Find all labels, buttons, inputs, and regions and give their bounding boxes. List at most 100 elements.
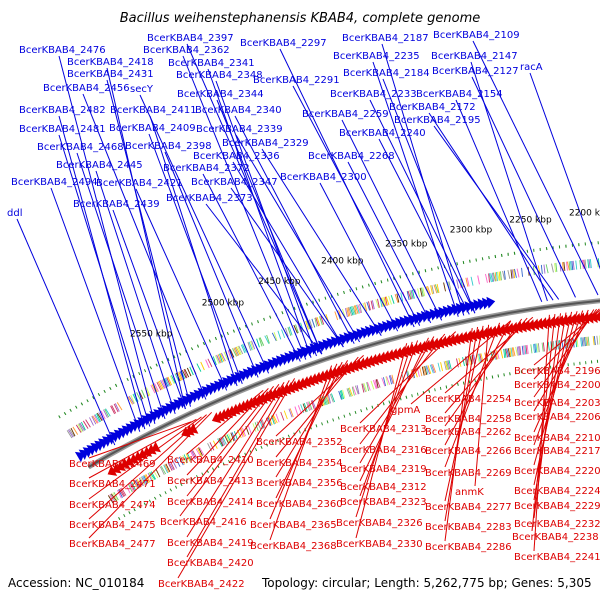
gene-label: BcerKBAB4_2416 <box>160 517 247 528</box>
reverse-gene-arrow <box>439 335 449 348</box>
reverse-gene-arrow <box>354 358 363 371</box>
inner-tick-ring <box>138 505 141 509</box>
gene-label: BcerKBAB4_2229 <box>514 501 600 512</box>
reverse-gene-arrow <box>543 316 552 329</box>
forward-gene-arrow <box>442 305 452 318</box>
gene-label: BcerKBAB4_2356 <box>256 478 343 489</box>
leader-line <box>359 333 446 445</box>
leader-line <box>148 133 243 384</box>
leader-line <box>88 421 192 459</box>
reverse-gene-arrow <box>258 392 268 404</box>
gene-label: BcerKBAB4_2203 <box>514 398 600 409</box>
leader-line <box>444 320 512 446</box>
gene-label: secY <box>130 84 154 95</box>
forward-gene-arrow <box>482 297 491 310</box>
inner-tick-ring <box>128 511 131 515</box>
gene-label: BcerKBAB4_2187 <box>342 33 429 44</box>
gene-label: BcerKBAB4_2421 <box>96 178 183 189</box>
gene-label: BcerKBAB4_2494 <box>11 177 98 188</box>
gene-label: BcerKBAB4_2266 <box>425 446 512 457</box>
outer-tick-ring <box>75 405 78 409</box>
outer-tick-ring <box>109 386 112 391</box>
outer-tick-ring <box>173 355 176 359</box>
gene-label: BcerKBAB4_2411 <box>110 105 197 116</box>
reverse-gene-arrow <box>551 315 561 328</box>
leader-line <box>472 40 599 296</box>
reverse-gene-arrow <box>138 448 148 460</box>
leader-line <box>355 343 408 539</box>
reverse-gene-arrow <box>530 318 540 331</box>
gene-label: BcerKBAB4_2445 <box>56 160 143 171</box>
leader-line <box>261 148 382 336</box>
inner-feature-band <box>133 480 139 490</box>
tick-label: 2500 kbp <box>202 298 245 308</box>
forward-gene-arrow <box>473 299 483 312</box>
reverse-gene-arrow <box>398 346 408 358</box>
gene-label: BcerKBAB4_2283 <box>425 522 512 533</box>
leader-line <box>232 161 344 348</box>
outer-feature-band <box>128 395 135 405</box>
leader-line <box>292 85 421 326</box>
leader-line <box>319 182 399 332</box>
gene-label: BcerKBAB4_2471 <box>69 479 156 490</box>
reverse-gene-arrow <box>435 336 445 349</box>
gene-label: BcerKBAB4_2422 <box>158 579 245 590</box>
gene-label: BcerKBAB4_2127 <box>432 66 519 77</box>
reverse-gene-arrow <box>378 351 388 364</box>
inner-tick-ring <box>143 502 147 506</box>
gene-label: BcerKBAB4_2368 <box>250 541 337 552</box>
leader-line <box>82 93 207 400</box>
reverse-gene-arrow <box>468 329 478 342</box>
gene-label: BcerKBAB4_2233 <box>330 89 417 100</box>
reverse-gene-arrow <box>556 315 565 327</box>
leader-line <box>76 152 166 420</box>
reverse-gene-arrow <box>120 458 131 469</box>
outer-feature-band <box>67 429 74 438</box>
reverse-gene-arrow <box>262 391 272 403</box>
gene-label: BcerKBAB4_2286 <box>425 542 512 553</box>
gene-label: BcerKBAB4_2291 <box>253 75 340 86</box>
gene-label: BcerKBAB4_2232 <box>514 519 600 530</box>
leader-line <box>471 76 576 298</box>
gene-label: BcerKBAB4_2240 <box>339 128 426 139</box>
leader-line <box>433 125 560 300</box>
outer-feature-band <box>92 415 98 424</box>
gene-label: BcerKBAB4_2235 <box>333 51 420 62</box>
outer-feature-band <box>82 420 89 429</box>
leader-line <box>186 385 274 497</box>
leader-line <box>359 331 457 424</box>
reverse-gene-arrow <box>539 317 548 330</box>
leader-line <box>455 99 543 302</box>
reverse-gene-arrow <box>526 319 536 332</box>
leader-line <box>410 320 512 405</box>
leader-line <box>533 314 550 552</box>
reverse-gene-arrow <box>460 331 469 344</box>
gene-label: ddl <box>7 208 22 219</box>
outer-tick-ring <box>69 408 72 412</box>
leader-line <box>531 314 556 532</box>
gene-label: BcerKBAB4_2354 <box>256 458 343 469</box>
gene-label: BcerKBAB4_2200 <box>514 380 600 391</box>
gene-label: BcerKBAB4_2241 <box>514 552 600 563</box>
outer-feature-band <box>94 414 101 423</box>
leader-line <box>164 151 259 378</box>
gene-label: BcerKBAB4_2410 <box>167 455 254 466</box>
leader-line <box>269 363 338 520</box>
reverse-gene-arrow <box>290 380 300 392</box>
reverse-gene-arrow <box>309 373 319 385</box>
forward-gene-arrow <box>416 311 426 324</box>
tick-label: 2250 kbp <box>509 216 552 226</box>
gene-label: BcerKBAB4_2469 <box>69 459 156 470</box>
gene-label: BcerKBAB4_2172 <box>389 102 476 113</box>
reverse-gene-arrow <box>294 378 304 391</box>
reverse-gene-arrow <box>313 371 323 384</box>
forward-gene-arrow <box>429 308 439 321</box>
gene-label: BcerKBAB4_2348 <box>176 70 263 81</box>
gene-label: BcerKBAB4_2365 <box>250 520 337 531</box>
reverse-gene-arrow <box>447 334 457 346</box>
forward-gene-arrow <box>425 309 435 322</box>
reverse-gene-arrow <box>112 463 122 474</box>
reverse-gene-arrow <box>415 341 424 354</box>
leader-line <box>16 218 116 446</box>
reverse-gene-arrow <box>286 381 296 394</box>
